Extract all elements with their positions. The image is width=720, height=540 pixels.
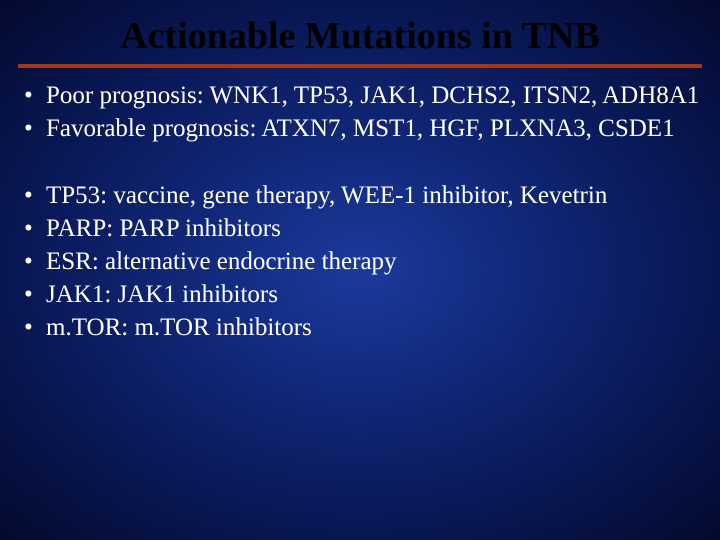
bullet-item: Poor prognosis: WNK1, TP53, JAK1, DCHS2,… bbox=[18, 80, 702, 111]
slide-title: Actionable Mutations in TNB bbox=[0, 0, 720, 64]
spacer bbox=[18, 146, 702, 180]
bullet-item: ESR: alternative endocrine therapy bbox=[18, 246, 702, 277]
slide-body: Poor prognosis: WNK1, TP53, JAK1, DCHS2,… bbox=[0, 68, 720, 343]
slide: Actionable Mutations in TNB Poor prognos… bbox=[0, 0, 720, 540]
bullet-item: Favorable prognosis: ATXN7, MST1, HGF, P… bbox=[18, 113, 702, 144]
bullet-item: PARP: PARP inhibitors bbox=[18, 213, 702, 244]
bullet-group-2: TP53: vaccine, gene therapy, WEE-1 inhib… bbox=[18, 180, 702, 343]
bullet-item: m.TOR: m.TOR inhibitors bbox=[18, 312, 702, 343]
bullet-item: TP53: vaccine, gene therapy, WEE-1 inhib… bbox=[18, 180, 702, 211]
bullet-item: JAK1: JAK1 inhibitors bbox=[18, 279, 702, 310]
bullet-group-1: Poor prognosis: WNK1, TP53, JAK1, DCHS2,… bbox=[18, 80, 702, 144]
